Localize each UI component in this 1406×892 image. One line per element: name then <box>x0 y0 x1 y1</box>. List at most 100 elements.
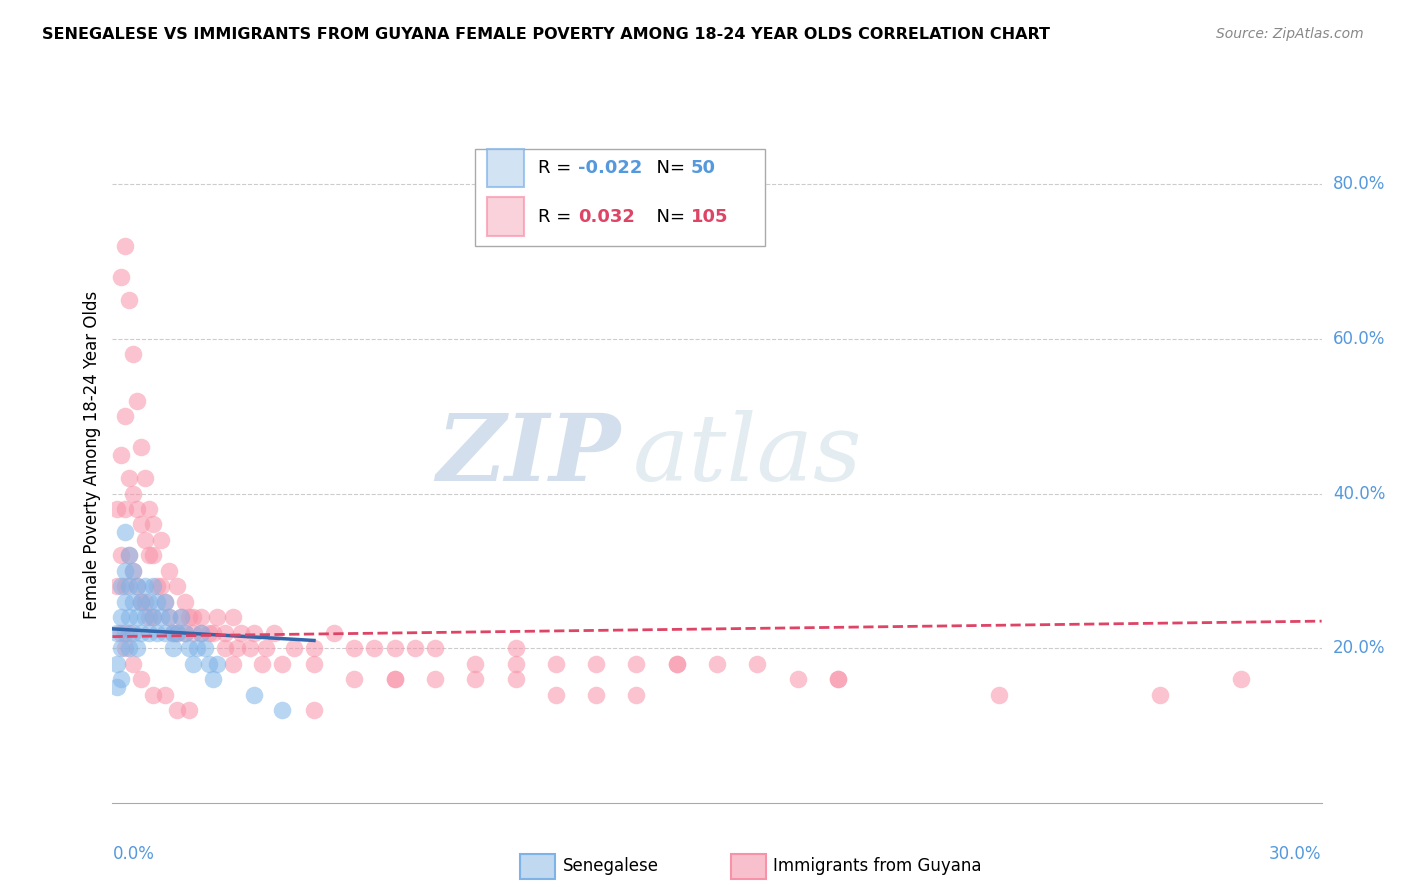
Point <box>146 625 169 640</box>
Point <box>121 486 143 500</box>
Point <box>110 549 132 563</box>
Text: R =: R = <box>538 159 576 177</box>
Point <box>363 641 385 656</box>
Point <box>110 270 132 285</box>
Point <box>190 625 212 640</box>
Point <box>121 564 143 578</box>
Point <box>181 657 204 671</box>
Point <box>242 625 264 640</box>
Point <box>157 564 180 578</box>
Text: N=: N= <box>644 159 685 177</box>
Point <box>202 625 225 640</box>
Point <box>142 549 165 563</box>
Point <box>142 610 165 624</box>
Point <box>114 409 136 424</box>
Point <box>121 625 143 640</box>
Point <box>117 293 139 308</box>
Text: ZIP: ZIP <box>436 410 620 500</box>
Point <box>665 657 688 671</box>
Point <box>146 595 169 609</box>
Point <box>105 680 128 694</box>
Point <box>827 672 849 686</box>
Point <box>254 641 277 656</box>
Point <box>226 641 249 656</box>
Point <box>231 625 253 640</box>
Point <box>138 595 160 609</box>
Point <box>110 579 132 593</box>
Point <box>242 688 264 702</box>
Point <box>134 610 156 624</box>
Point <box>114 625 136 640</box>
Point <box>117 549 139 563</box>
Point <box>142 517 165 532</box>
Point <box>170 610 193 624</box>
Point <box>117 471 139 485</box>
Point <box>302 641 325 656</box>
Point <box>105 657 128 671</box>
Text: R =: R = <box>538 208 576 226</box>
Point <box>157 610 180 624</box>
Point <box>423 641 446 656</box>
Point <box>105 502 128 516</box>
Point <box>149 610 172 624</box>
Point <box>162 625 184 640</box>
Point <box>153 688 176 702</box>
Point <box>114 502 136 516</box>
Point <box>157 610 180 624</box>
Point <box>786 672 808 686</box>
Point <box>166 625 188 640</box>
Point <box>105 579 128 593</box>
Point <box>110 610 132 624</box>
Point <box>162 625 184 640</box>
Point <box>222 610 245 624</box>
Point <box>121 347 143 361</box>
Text: SENEGALESE VS IMMIGRANTS FROM GUYANA FEMALE POVERTY AMONG 18-24 YEAR OLDS CORREL: SENEGALESE VS IMMIGRANTS FROM GUYANA FEM… <box>42 27 1050 42</box>
Point <box>114 239 136 253</box>
Point <box>114 641 136 656</box>
Point <box>177 703 200 717</box>
Point <box>110 641 132 656</box>
Text: Source: ZipAtlas.com: Source: ZipAtlas.com <box>1216 27 1364 41</box>
FancyBboxPatch shape <box>488 149 523 187</box>
Point <box>263 625 285 640</box>
Point <box>747 657 769 671</box>
Point <box>181 625 204 640</box>
Point <box>384 672 406 686</box>
Point <box>302 657 325 671</box>
Point <box>302 703 325 717</box>
Point <box>505 672 527 686</box>
Point <box>142 579 165 593</box>
Point <box>105 625 128 640</box>
Point <box>626 688 648 702</box>
Point <box>149 579 172 593</box>
Point <box>129 625 152 640</box>
Point <box>153 625 176 640</box>
Point <box>134 533 156 547</box>
Point <box>138 549 160 563</box>
Point <box>142 610 165 624</box>
Point <box>505 657 527 671</box>
Point <box>214 625 236 640</box>
Point <box>384 672 406 686</box>
Text: 80.0%: 80.0% <box>1333 176 1385 194</box>
Point <box>121 564 143 578</box>
Point <box>149 533 172 547</box>
Point <box>1149 688 1171 702</box>
Point <box>117 625 139 640</box>
Point <box>162 641 184 656</box>
FancyBboxPatch shape <box>475 149 765 246</box>
Point <box>270 657 292 671</box>
Point <box>114 579 136 593</box>
Point <box>238 641 260 656</box>
Point <box>117 579 139 593</box>
Point <box>464 657 486 671</box>
Point <box>129 595 152 609</box>
Point <box>207 610 229 624</box>
Point <box>125 502 148 516</box>
Point <box>1230 672 1253 686</box>
Text: 0.0%: 0.0% <box>112 845 155 863</box>
Point <box>114 595 136 609</box>
Point <box>110 625 132 640</box>
Text: atlas: atlas <box>633 410 862 500</box>
Point <box>198 657 221 671</box>
